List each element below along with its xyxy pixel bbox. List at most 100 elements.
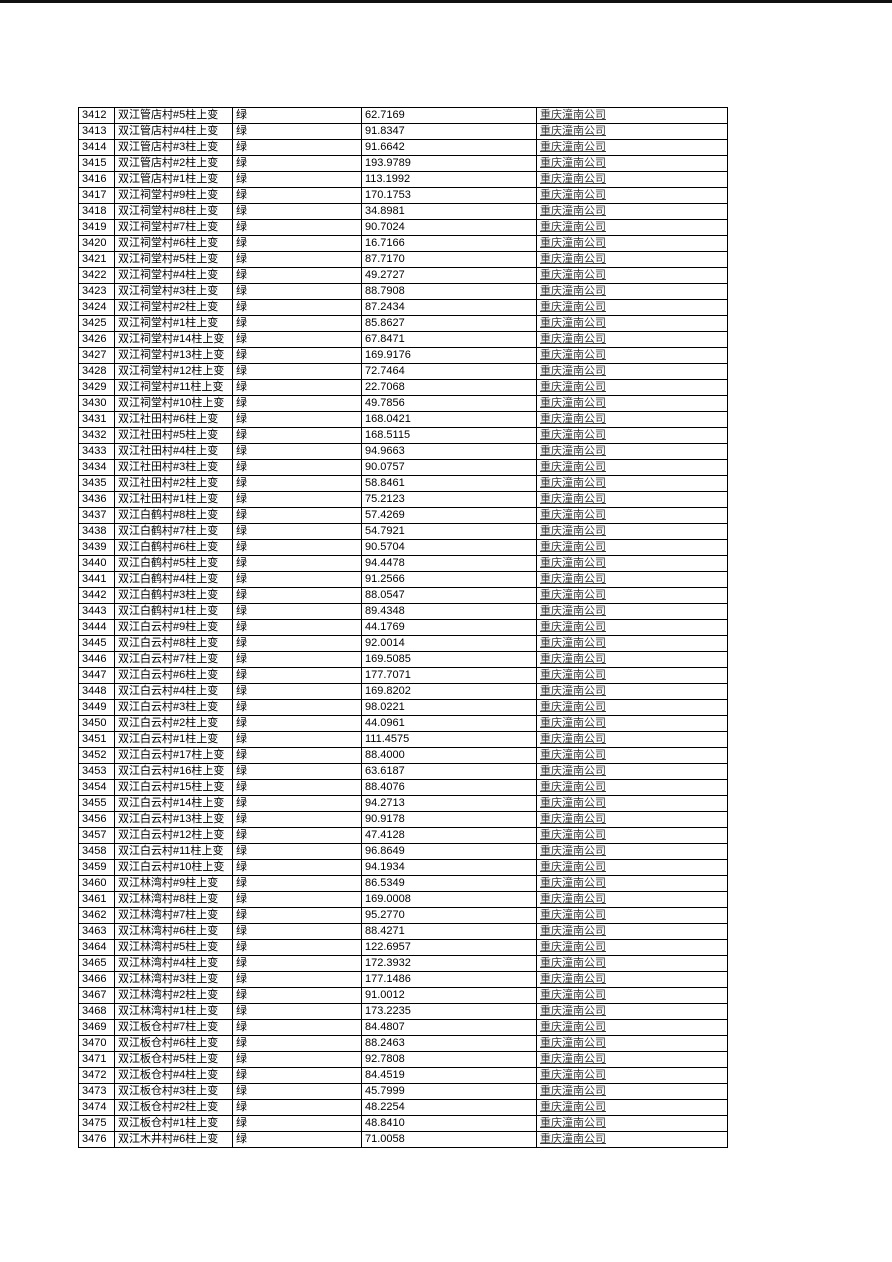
row-name-cell[interactable]: 双江板仓村#2柱上变 [114,1099,233,1116]
row-name-cell[interactable]: 双江祠堂村#4柱上变 [114,267,233,284]
row-value-cell[interactable]: 88.2463 [361,1035,537,1052]
row-id-cell[interactable]: 3445 [78,635,115,652]
row-status-cell[interactable]: 绿 [232,731,362,748]
row-value-cell[interactable]: 91.0012 [361,987,537,1004]
row-name-cell[interactable]: 双江白鹤村#7柱上变 [114,523,233,540]
company-link[interactable]: 重庆潼南公司 [540,557,606,569]
row-id-cell[interactable]: 3437 [78,507,115,524]
row-id-cell[interactable]: 3440 [78,555,115,572]
row-id-cell[interactable]: 3448 [78,683,115,700]
company-link[interactable]: 重庆潼南公司 [540,1005,606,1017]
row-name-cell[interactable]: 双江白云村#4柱上变 [114,683,233,700]
row-name-cell[interactable]: 双江祠堂村#3柱上变 [114,283,233,300]
row-value-cell[interactable]: 122.6957 [361,939,537,956]
row-status-cell[interactable]: 绿 [232,203,362,220]
row-value-cell[interactable]: 88.4000 [361,747,537,764]
row-name-cell[interactable]: 双江白云村#9柱上变 [114,619,233,636]
row-company-cell[interactable]: 重庆潼南公司 [536,235,728,252]
row-company-cell[interactable]: 重庆潼南公司 [536,347,728,364]
row-name-cell[interactable]: 双江林湾村#2柱上变 [114,987,233,1004]
row-name-cell[interactable]: 双江林湾村#1柱上变 [114,1003,233,1020]
row-value-cell[interactable]: 168.5115 [361,427,537,444]
row-company-cell[interactable]: 重庆潼南公司 [536,747,728,764]
row-status-cell[interactable]: 绿 [232,763,362,780]
row-name-cell[interactable]: 双江白云村#12柱上变 [114,827,233,844]
company-link[interactable]: 重庆潼南公司 [540,701,606,713]
row-status-cell[interactable]: 绿 [232,235,362,252]
row-status-cell[interactable]: 绿 [232,507,362,524]
row-company-cell[interactable]: 重庆潼南公司 [536,139,728,156]
row-name-cell[interactable]: 双江管店村#1柱上变 [114,171,233,188]
row-name-cell[interactable]: 双江祠堂村#1柱上变 [114,315,233,332]
row-value-cell[interactable]: 87.2434 [361,299,537,316]
row-value-cell[interactable]: 47.4128 [361,827,537,844]
row-status-cell[interactable]: 绿 [232,539,362,556]
row-company-cell[interactable]: 重庆潼南公司 [536,267,728,284]
row-status-cell[interactable]: 绿 [232,795,362,812]
company-link[interactable]: 重庆潼南公司 [540,445,606,457]
row-value-cell[interactable]: 95.2770 [361,907,537,924]
row-company-cell[interactable]: 重庆潼南公司 [536,315,728,332]
row-company-cell[interactable]: 重庆潼南公司 [536,571,728,588]
company-link[interactable]: 重庆潼南公司 [540,333,606,345]
row-name-cell[interactable]: 双江白鹤村#3柱上变 [114,587,233,604]
company-link[interactable]: 重庆潼南公司 [540,253,606,265]
row-company-cell[interactable]: 重庆潼南公司 [536,811,728,828]
row-id-cell[interactable]: 3429 [78,379,115,396]
row-value-cell[interactable]: 92.7808 [361,1051,537,1068]
row-company-cell[interactable]: 重庆潼南公司 [536,667,728,684]
row-name-cell[interactable]: 双江祠堂村#12柱上变 [114,363,233,380]
row-id-cell[interactable]: 3421 [78,251,115,268]
row-value-cell[interactable]: 169.5085 [361,651,537,668]
row-company-cell[interactable]: 重庆潼南公司 [536,187,728,204]
row-company-cell[interactable]: 重庆潼南公司 [536,555,728,572]
row-company-cell[interactable]: 重庆潼南公司 [536,955,728,972]
row-value-cell[interactable]: 172.3932 [361,955,537,972]
row-name-cell[interactable]: 双江管店村#5柱上变 [114,107,233,124]
row-id-cell[interactable]: 3451 [78,731,115,748]
row-id-cell[interactable]: 3463 [78,923,115,940]
row-id-cell[interactable]: 3447 [78,667,115,684]
row-name-cell[interactable]: 双江白鹤村#5柱上变 [114,555,233,572]
row-id-cell[interactable]: 3443 [78,603,115,620]
row-name-cell[interactable]: 双江祠堂村#13柱上变 [114,347,233,364]
row-name-cell[interactable]: 双江板仓村#7柱上变 [114,1019,233,1036]
company-link[interactable]: 重庆潼南公司 [540,717,606,729]
row-status-cell[interactable]: 绿 [232,779,362,796]
row-value-cell[interactable]: 173.2235 [361,1003,537,1020]
row-status-cell[interactable]: 绿 [232,219,362,236]
row-id-cell[interactable]: 3436 [78,491,115,508]
company-link[interactable]: 重庆潼南公司 [540,893,606,905]
row-id-cell[interactable]: 3441 [78,571,115,588]
row-company-cell[interactable]: 重庆潼南公司 [536,779,728,796]
row-id-cell[interactable]: 3420 [78,235,115,252]
row-value-cell[interactable]: 84.4807 [361,1019,537,1036]
row-name-cell[interactable]: 双江白云村#8柱上变 [114,635,233,652]
row-name-cell[interactable]: 双江林湾村#7柱上变 [114,907,233,924]
row-name-cell[interactable]: 双江板仓村#3柱上变 [114,1083,233,1100]
row-status-cell[interactable]: 绿 [232,1131,362,1148]
row-status-cell[interactable]: 绿 [232,491,362,508]
company-link[interactable]: 重庆潼南公司 [540,477,606,489]
row-company-cell[interactable]: 重庆潼南公司 [536,123,728,140]
row-value-cell[interactable]: 22.7068 [361,379,537,396]
row-status-cell[interactable]: 绿 [232,1051,362,1068]
company-link[interactable]: 重庆潼南公司 [540,1101,606,1113]
row-name-cell[interactable]: 双江管店村#3柱上变 [114,139,233,156]
row-id-cell[interactable]: 3461 [78,891,115,908]
company-link[interactable]: 重庆潼南公司 [540,125,606,137]
row-name-cell[interactable]: 双江白云村#17柱上变 [114,747,233,764]
row-value-cell[interactable]: 57.4269 [361,507,537,524]
row-value-cell[interactable]: 90.9178 [361,811,537,828]
row-status-cell[interactable]: 绿 [232,859,362,876]
row-name-cell[interactable]: 双江白云村#3柱上变 [114,699,233,716]
row-value-cell[interactable]: 177.1486 [361,971,537,988]
row-id-cell[interactable]: 3432 [78,427,115,444]
row-company-cell[interactable]: 重庆潼南公司 [536,283,728,300]
company-link[interactable]: 重庆潼南公司 [540,365,606,377]
row-value-cell[interactable]: 89.4348 [361,603,537,620]
row-status-cell[interactable]: 绿 [232,747,362,764]
company-link[interactable]: 重庆潼南公司 [540,941,606,953]
row-id-cell[interactable]: 3466 [78,971,115,988]
row-company-cell[interactable]: 重庆潼南公司 [536,427,728,444]
